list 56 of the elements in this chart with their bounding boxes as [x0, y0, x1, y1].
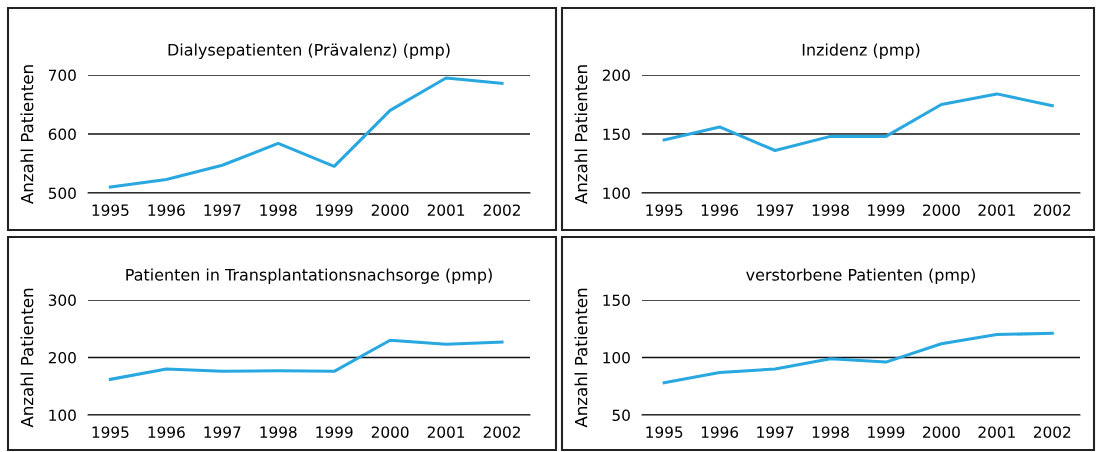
y-axis-title: Anzahl Patienten: [574, 65, 588, 204]
x-tick-label: 1997: [757, 426, 794, 438]
x-tick-label: 1996: [148, 204, 185, 216]
x-tick-label: 1995: [646, 426, 683, 438]
x-tick-label: 1999: [316, 426, 353, 438]
x-tick-label: 2000: [923, 204, 960, 216]
x-tick-label: 2000: [923, 426, 960, 438]
x-tick-label: 2001: [978, 204, 1015, 216]
y-tick-label: 300: [48, 294, 76, 307]
x-tick-label: 2001: [427, 204, 465, 216]
x-tick-label: 2002: [1033, 426, 1071, 438]
x-tick-label: 1999: [868, 426, 905, 438]
line-series: [108, 338, 504, 381]
x-tick-label: 1998: [812, 426, 849, 438]
x-tick-label: 2001: [978, 426, 1015, 438]
x-tick-label: 1996: [701, 204, 739, 216]
y-tick-label: 100: [49, 409, 76, 422]
y-tick-label: 100: [603, 351, 630, 364]
y-axis-title: Anzahl Patienten: [20, 65, 34, 204]
x-tick-label: 2002: [483, 204, 520, 216]
chart-title: Patienten in Transplantationsnachsorge (pmp): [126, 268, 492, 284]
x-tick-label: 1995: [92, 204, 129, 216]
y-tick-label: 50: [612, 409, 630, 422]
x-tick-label: 1999: [316, 204, 353, 216]
x-tick-label: 1998: [812, 204, 849, 216]
y-axis-title: Anzahl Patienten: [574, 288, 588, 428]
chart-title: Dialysepatienten (Prävalenz) (pmp): [168, 43, 450, 59]
x-tick-label: 1997: [204, 426, 241, 438]
line-series: [662, 92, 1054, 153]
x-tick-label: 1997: [204, 204, 241, 216]
y-tick-label: 150: [603, 128, 630, 141]
x-tick-label: 1995: [646, 204, 683, 216]
x-tick-label: 2001: [427, 426, 465, 438]
line-series: [662, 331, 1054, 385]
x-tick-label: 1995: [92, 426, 129, 438]
x-tick-label: 2002: [483, 426, 520, 438]
x-tick-label: 1997: [757, 204, 794, 216]
x-tick-label: 1998: [260, 204, 297, 216]
x-tick-label: 1999: [868, 204, 905, 216]
y-tick-label: 200: [48, 351, 76, 364]
x-tick-label: 1996: [701, 426, 739, 438]
y-tick-label: 150: [603, 294, 630, 307]
x-tick-label: 2002: [1033, 204, 1071, 216]
y-tick-label: 500: [48, 187, 76, 200]
y-tick-label: 700: [48, 69, 76, 82]
y-tick-label: 200: [602, 69, 630, 82]
y-tick-label: 600: [48, 128, 76, 141]
x-tick-label: 2000: [371, 204, 409, 216]
chart-title: Inzidenz (pmp): [802, 43, 920, 59]
x-tick-label: 1998: [260, 426, 297, 438]
line-series: [108, 76, 504, 189]
y-tick-label: 100: [603, 187, 630, 200]
chart-title: verstorbene Patienten (pmp): [746, 268, 975, 284]
y-axis-title: Anzahl Patienten: [20, 288, 34, 428]
x-tick-label: 1996: [148, 426, 185, 438]
x-tick-label: 2000: [371, 426, 409, 438]
